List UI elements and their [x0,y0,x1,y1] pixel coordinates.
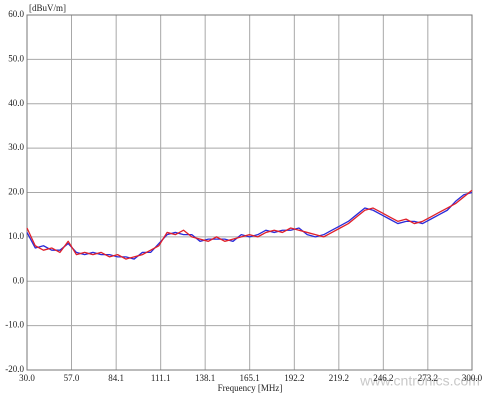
x-tick-label: 30.0 [19,373,35,383]
x-tick-label: 57.0 [64,373,80,383]
x-tick-label: 273.2 [418,373,438,383]
data-line [26,191,473,260]
x-tick-label: 138.1 [195,373,215,383]
y-tick-label: 30.0 [8,142,24,152]
y-tick-label: 60.0 [8,9,24,19]
y-tick-label: 50.0 [8,53,24,63]
x-tick-label: 165.1 [240,373,260,383]
y-tick-label: -10.0 [5,320,24,330]
x-tick-label: 84.1 [108,373,124,383]
x-axis-label: Frequency [MHz] [218,383,283,393]
x-tick-label: 111.1 [151,373,171,383]
y-tick-label: -20.0 [5,364,24,374]
y-tick-label: 10.0 [8,231,24,241]
data-line [26,189,473,260]
y-tick-label: 0.0 [13,275,25,285]
x-tick-label: 300.0 [462,373,483,383]
x-tick-label: 219.2 [329,373,349,383]
y-axis-label: [dBuV/m] [29,3,66,13]
x-tick-label: 192.2 [284,373,304,383]
x-tick-label: 246.2 [373,373,393,383]
y-tick-label: 20.0 [8,187,24,197]
watermark: www.cntronics.com [359,373,480,389]
y-tick-label: 40.0 [8,98,24,108]
